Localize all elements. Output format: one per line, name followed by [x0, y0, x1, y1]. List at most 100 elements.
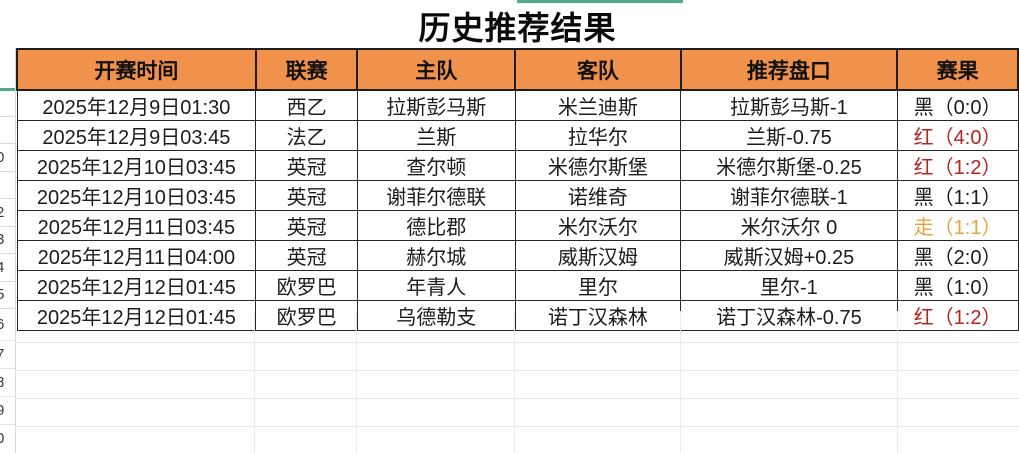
- row-header[interactable]: [0, 89, 15, 117]
- column-header-league[interactable]: 联赛: [254, 48, 359, 91]
- empty-cell[interactable]: [255, 311, 357, 342]
- cell-league[interactable]: 英冠: [255, 240, 358, 271]
- cell-handicap[interactable]: 拉斯彭马斯-1: [680, 89, 898, 121]
- cell-away[interactable]: 威斯汉姆: [514, 240, 682, 271]
- cell-home[interactable]: 查尔顿: [356, 150, 516, 181]
- cell-away[interactable]: 拉华尔: [514, 120, 682, 151]
- row-header[interactable]: 0: [0, 425, 15, 451]
- empty-cell[interactable]: [16, 399, 255, 426]
- cell-league[interactable]: 西乙: [255, 89, 358, 121]
- empty-cell[interactable]: [255, 371, 357, 398]
- cell-time[interactable]: 2025年12月11日03:45: [16, 210, 257, 241]
- empty-cell[interactable]: [515, 371, 681, 398]
- cell-result[interactable]: 黑（1:0）: [896, 270, 1019, 301]
- cell-home[interactable]: 赫尔城: [356, 240, 516, 271]
- empty-cell[interactable]: [16, 427, 255, 453]
- row-header[interactable]: 4: [0, 254, 15, 282]
- empty-cell[interactable]: [898, 399, 1019, 426]
- row-header[interactable]: 6: [0, 309, 15, 341]
- empty-cell[interactable]: [16, 343, 255, 370]
- empty-cell[interactable]: [16, 311, 255, 342]
- empty-cell[interactable]: [515, 427, 681, 453]
- empty-cell[interactable]: [255, 427, 357, 453]
- cell-handicap[interactable]: 里尔-1: [680, 270, 898, 301]
- column-header-home[interactable]: 主队: [356, 48, 517, 91]
- empty-cell[interactable]: [255, 399, 357, 426]
- empty-cell[interactable]: [898, 311, 1019, 342]
- cell-result[interactable]: 黑（2:0）: [896, 240, 1019, 271]
- cell-time[interactable]: 2025年12月10日03:45: [16, 180, 257, 211]
- cell-result[interactable]: 黑（1:1）: [896, 180, 1019, 211]
- cell-home[interactable]: 兰斯: [356, 120, 516, 151]
- cell-league[interactable]: 法乙: [255, 120, 358, 151]
- empty-cell[interactable]: [357, 371, 515, 398]
- cell-away[interactable]: 米兰迪斯: [514, 89, 682, 121]
- cell-handicap[interactable]: 谢菲尔德联-1: [680, 180, 898, 211]
- row-header[interactable]: 8: [0, 369, 15, 397]
- empty-row[interactable]: [16, 427, 1019, 453]
- row-header[interactable]: [0, 172, 15, 199]
- empty-cell[interactable]: [898, 371, 1019, 398]
- empty-cell[interactable]: [357, 399, 515, 426]
- cell-handicap[interactable]: 兰斯-0.75: [680, 120, 898, 151]
- cell-home[interactable]: 德比郡: [356, 210, 516, 241]
- empty-row[interactable]: [16, 371, 1019, 399]
- column-header-handicap[interactable]: 推荐盘口: [679, 48, 899, 91]
- empty-row[interactable]: [16, 311, 1019, 343]
- cell-away[interactable]: 诺维奇: [514, 180, 682, 211]
- empty-cell[interactable]: [681, 371, 898, 398]
- cell-home[interactable]: 拉斯彭马斯: [356, 89, 516, 121]
- empty-cell[interactable]: [515, 343, 681, 370]
- cell-league[interactable]: 欧罗巴: [255, 270, 358, 301]
- row-header[interactable]: 2: [0, 199, 15, 227]
- cell-result[interactable]: 红（1:2）: [896, 300, 1019, 331]
- cell-time[interactable]: 2025年12月12日01:45: [16, 270, 257, 301]
- cell-handicap[interactable]: 米尔沃尔 0: [680, 210, 898, 241]
- empty-cell[interactable]: [357, 311, 515, 342]
- row-header[interactable]: 5: [0, 282, 15, 309]
- cell-time[interactable]: 2025年12月9日01:30: [16, 89, 257, 121]
- cell-result[interactable]: 红（1:2）: [896, 150, 1019, 181]
- empty-row[interactable]: [16, 343, 1019, 371]
- cell-league[interactable]: 英冠: [255, 210, 358, 241]
- empty-cell[interactable]: [898, 427, 1019, 453]
- empty-cell[interactable]: [357, 343, 515, 370]
- cell-away[interactable]: 米德尔斯堡: [514, 150, 682, 181]
- row-header[interactable]: 3: [0, 227, 15, 254]
- empty-grid-area[interactable]: [16, 311, 1019, 453]
- cell-time[interactable]: 2025年12月12日01:45: [16, 300, 257, 331]
- empty-cell[interactable]: [16, 371, 255, 398]
- empty-cell[interactable]: [681, 399, 898, 426]
- cell-result[interactable]: 走（1:1）: [896, 210, 1019, 241]
- empty-cell[interactable]: [515, 399, 681, 426]
- cell-away[interactable]: 米尔沃尔: [514, 210, 682, 241]
- empty-cell[interactable]: [357, 427, 515, 453]
- row-header[interactable]: [0, 117, 15, 144]
- cell-result[interactable]: 红（4:0）: [896, 120, 1019, 151]
- empty-row[interactable]: [16, 399, 1019, 427]
- cell-league[interactable]: 英冠: [255, 150, 358, 181]
- empty-cell[interactable]: [681, 427, 898, 453]
- column-header-away[interactable]: 客队: [514, 48, 682, 91]
- empty-cell[interactable]: [255, 343, 357, 370]
- cell-handicap[interactable]: 威斯汉姆+0.25: [680, 240, 898, 271]
- empty-cell[interactable]: [681, 311, 898, 342]
- cell-time[interactable]: 2025年12月11日04:00: [16, 240, 257, 271]
- cell-handicap[interactable]: 米德尔斯堡-0.25: [680, 150, 898, 181]
- column-header-time[interactable]: 开赛时间: [16, 48, 257, 91]
- row-header[interactable]: 0: [0, 144, 15, 172]
- cell-home[interactable]: 年青人: [356, 270, 516, 301]
- empty-cell[interactable]: [515, 311, 681, 342]
- cell-handicap[interactable]: 诺丁汉森林-0.75: [680, 300, 898, 331]
- column-header-result[interactable]: 赛果: [896, 48, 1019, 91]
- cell-league[interactable]: 欧罗巴: [255, 300, 358, 331]
- cell-time[interactable]: 2025年12月10日03:45: [16, 150, 257, 181]
- cell-league[interactable]: 英冠: [255, 180, 358, 211]
- cell-away[interactable]: 里尔: [514, 270, 682, 301]
- row-header[interactable]: 7: [0, 341, 15, 369]
- cell-home[interactable]: 乌德勒支: [356, 300, 516, 331]
- cell-home[interactable]: 谢菲尔德联: [356, 180, 516, 211]
- row-number-strip[interactable]: 0 2 3 4 5 6 7 8 9 0: [0, 48, 16, 453]
- empty-cell[interactable]: [898, 343, 1019, 370]
- cell-time[interactable]: 2025年12月9日03:45: [16, 120, 257, 151]
